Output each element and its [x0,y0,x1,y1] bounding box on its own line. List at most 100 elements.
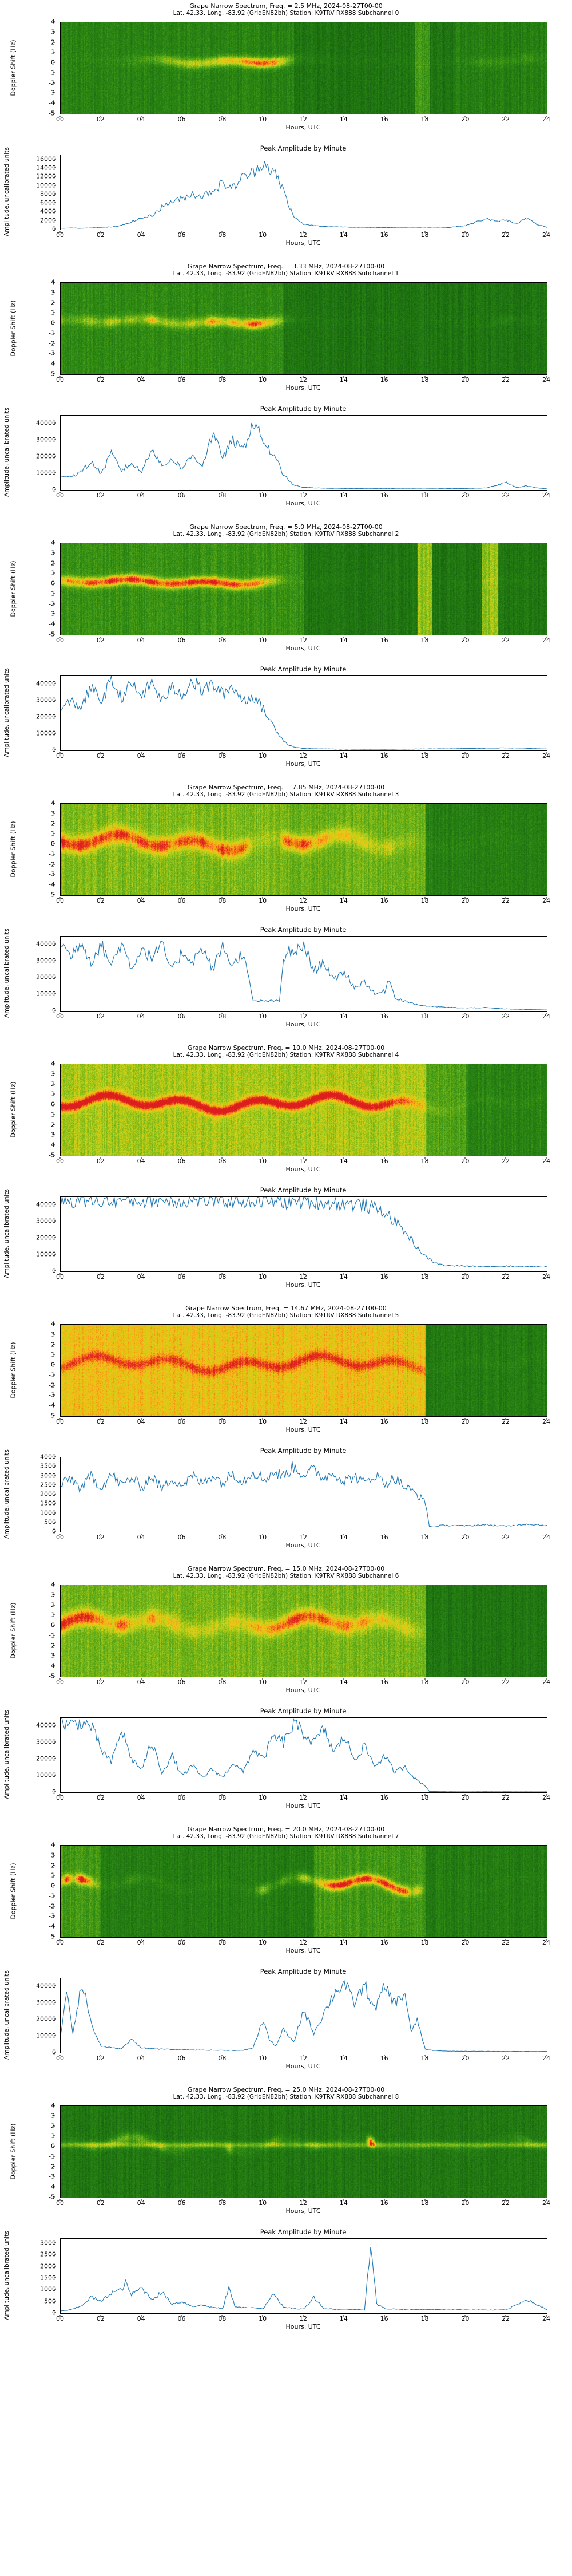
spectrogram-ytick-mark [53,572,55,574]
amplitude-ytick: 30000 [36,436,56,444]
spectrogram-ytick-mark [53,1354,55,1355]
amplitude-xtick-mark [100,752,101,754]
amplitude-ytick-mark [54,456,56,457]
spectrogram-xtick: 24 [542,637,550,644]
spectrogram-ytick: -5 [49,891,55,899]
spectrogram-xtick: 20 [461,116,470,123]
amplitude-ytick-mark [54,2254,56,2255]
amplitude-xtick: 04 [137,2315,145,2322]
amplitude-ytick: 500 [44,2297,56,2305]
spectrogram-ytick: 0 [51,2143,55,2150]
spectrogram-title-3: Grape Narrow Spectrum, Freq. = 7.85 MHz,… [0,784,572,799]
spectrogram-ytick: -5 [49,1151,55,1159]
spectrogram-xtick-mark [343,1939,344,1941]
spectrogram-ytick-mark [53,62,55,63]
amplitude-xtick: 08 [218,492,227,499]
amplitude-panel-6: Peak Amplitude by Minute Amplitude, uncal… [0,1706,572,1823]
amplitude-ytick-mark [54,1531,56,1532]
spectrogram-ytick-mark [53,72,55,73]
spectrogram-xtick: 22 [502,1678,510,1686]
spectrogram-xtick: 22 [502,637,510,644]
spectrogram-title-line2: Lat. 42.33, Long. -83.92 (GridEN82bh) St… [173,10,399,17]
spectrogram-xtick: 22 [502,897,510,904]
spectrogram-xtick-mark [424,1418,425,1420]
spectrogram-ytick: 3 [51,2112,55,2119]
spectrogram-plot-6 [60,1585,547,1677]
spectrogram-plot-4 [60,1064,547,1156]
spectrogram-xtick: 02 [96,1418,105,1425]
amplitude-title-7: Peak Amplitude by Minute [260,1967,347,1976]
amplitude-xtick: 08 [218,2055,227,2062]
spectrogram-xtick: 00 [56,1157,64,1165]
spectrogram-xtick-mark [181,637,182,638]
amplitude-ytick: 2500 [40,2250,56,2258]
spectrogram-ytick: 4 [51,2102,55,2109]
amplitude-xtick: 12 [299,1273,307,1281]
spectrogram-ytick-mark [53,2166,55,2167]
amplitude-xtick: 14 [339,1534,348,1541]
amplitude-xtick: 00 [56,1794,64,1801]
amplitude-trace [61,2247,547,2312]
spectrogram-xtick: 04 [137,897,145,904]
amplitude-ytick-mark [54,228,56,230]
amplitude-ytick: 20000 [36,713,56,721]
spectrogram-xtick: 12 [299,637,307,644]
spectrogram-canvas [61,804,547,895]
spectrogram-xtick-mark [546,1157,547,1159]
spectrogram-xtick-mark [100,116,101,117]
spectrogram-xtick-mark [303,1939,304,1941]
spectrogram-ytick: 3 [51,1591,55,1598]
amplitude-xtick: 24 [542,2315,550,2322]
spectrogram-xtick: 08 [218,897,227,904]
amplitude-xtick-mark [59,1013,61,1014]
amplitude-title-5: Peak Amplitude by Minute [260,1447,347,1455]
amplitude-xtick-mark [464,231,466,233]
spectrogram-title-1: Grape Narrow Spectrum, Freq. = 3.33 MHz,… [0,263,572,278]
amplitude-xtick: 14 [339,2055,348,2062]
spectrogram-ytick: -4 [49,99,55,107]
spectrogram-xtick-mark [221,897,223,899]
amplitude-ylabel-2: Amplitude, uncalibrated units [2,668,11,757]
spectrogram-xtick-mark [546,1418,547,1420]
spectrogram-xtick: 02 [96,637,105,644]
spectrogram-xtick: 20 [461,637,470,644]
amplitude-trace [61,1980,547,2052]
amplitude-ytick-mark [54,1484,56,1485]
amplitude-ytick: 10000 [36,181,56,189]
spectrogram-xtick: 16 [380,1418,388,1425]
amplitude-xticks-7: 00 02 04 06 08 10 12 14 16 18 20 22 24 [56,2053,550,2063]
amplitude-xtick: 22 [502,1794,510,1801]
spectrogram-xtick: 06 [177,116,186,123]
amplitude-xtick: 08 [218,2315,227,2322]
amplitude-xtick: 12 [299,492,307,499]
amplitude-xtick: 16 [380,492,388,499]
amplitude-ytick: 40000 [36,1982,56,1990]
amplitude-ytick-mark [54,943,56,945]
amplitude-xtick: 10 [259,2055,267,2062]
spectrogram-xtick-mark [100,1157,101,1159]
spectrogram-ylabel-text: Doppler Shift (Hz) [9,1341,17,1398]
spectrogram-ytick: 3 [51,28,55,35]
spectrogram-xtick-mark [546,2199,547,2201]
spectrogram-xtick: 10 [259,376,267,384]
spectrogram-ytick-mark [53,874,55,875]
amplitude-xtick: 02 [96,1273,105,1281]
amplitude-panel-0: Peak Amplitude by Minute Amplitude, uncal… [0,143,572,260]
spectrogram-xtick: 10 [259,1157,267,1165]
amplitude-xtick-mark [181,1273,182,1275]
amplitude-xtick: 06 [177,2055,186,2062]
amplitude-xtick: 06 [177,2315,186,2322]
spectrogram-xtick: 20 [461,897,470,904]
amplitude-ytick: 0 [52,2309,56,2317]
amplitude-xtick: 22 [502,752,510,760]
spectrogram-ytick-mark [53,2176,55,2177]
spectrogram-xtick: 12 [299,2199,307,2207]
spectrogram-xtick: 06 [177,1678,186,1686]
spectrogram-xtick-mark [424,637,425,638]
spectrogram-xtick: 18 [420,1939,429,1946]
spectrogram-xtick-mark [424,1157,425,1159]
amplitude-xtick: 24 [542,2055,550,2062]
amplitude-xtick: 20 [461,231,470,239]
amplitude-xtick-mark [59,231,61,233]
amplitude-ytick: 0 [52,1007,56,1014]
